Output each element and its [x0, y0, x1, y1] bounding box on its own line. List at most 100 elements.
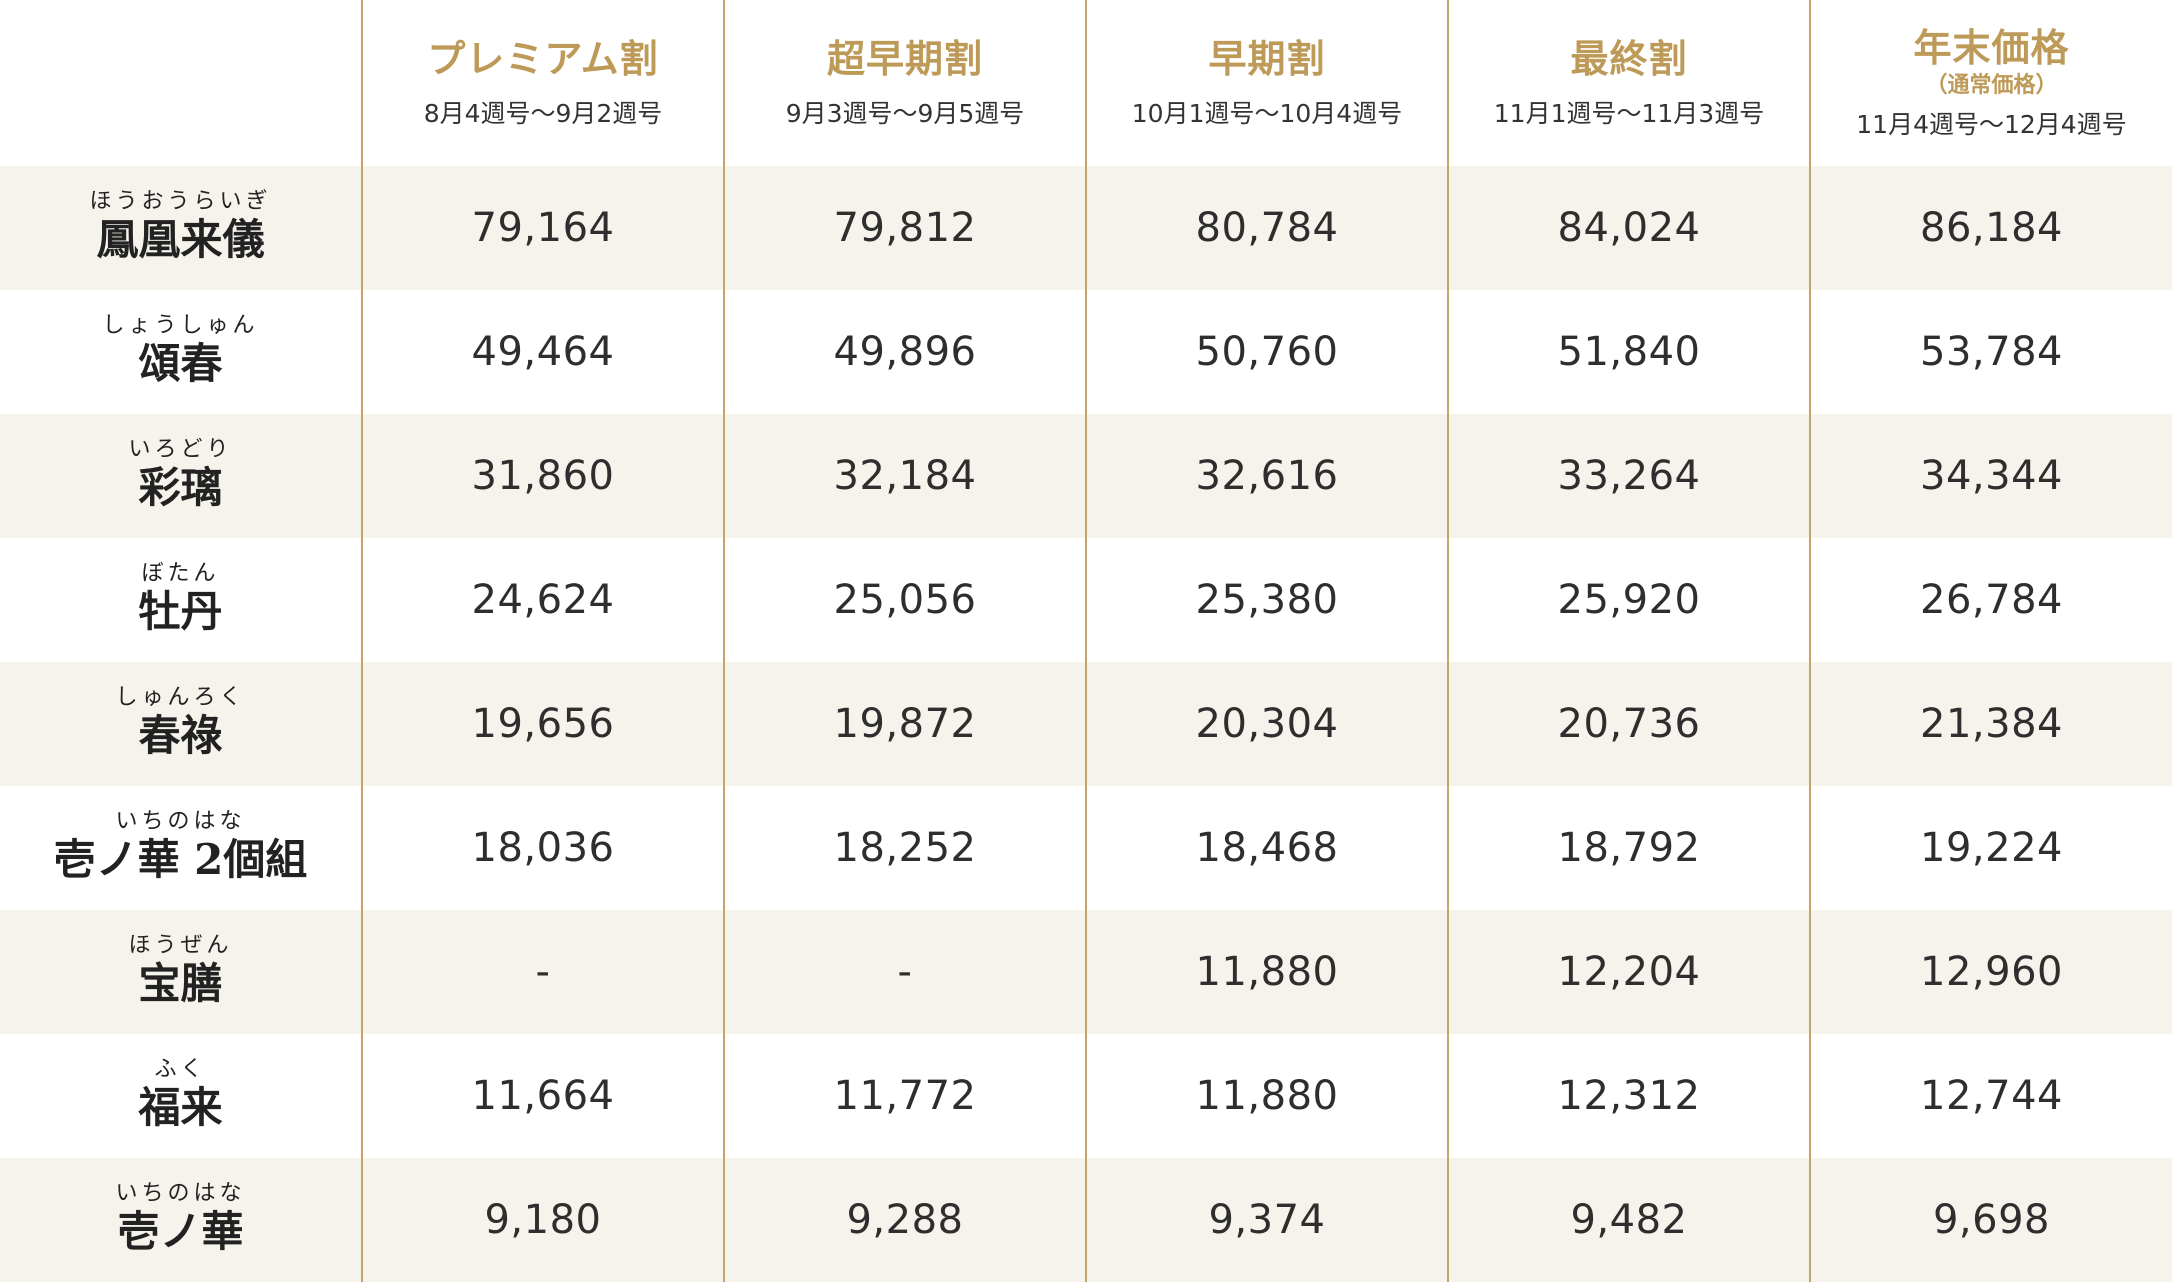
price-value: 19,872 — [833, 701, 977, 747]
price-cell: 11,664 — [361, 1034, 723, 1158]
price-cell: 11,880 — [1085, 910, 1447, 1034]
price-value: 18,252 — [833, 825, 977, 871]
column-title: 年末価格 — [1913, 25, 2070, 71]
price-value: 21,384 — [1920, 701, 2063, 747]
column-period: 9月3週号〜9月5週号 — [785, 98, 1025, 128]
product-name: 壱ノ華 — [117, 1206, 244, 1256]
price-cell: 51,840 — [1447, 290, 1809, 414]
price-value: 11,772 — [833, 1073, 977, 1119]
price-value: 11,880 — [1195, 949, 1339, 995]
price-value: 34,344 — [1920, 453, 2063, 499]
column-period: 11月1週号〜11月3週号 — [1493, 98, 1765, 128]
price-value: 25,380 — [1195, 577, 1339, 623]
product-name-cell: ぼたん 牡丹 — [0, 538, 361, 662]
price-value: 80,784 — [1195, 205, 1339, 251]
product-name: 彩璃 — [138, 462, 223, 512]
price-value: 51,840 — [1557, 329, 1701, 375]
price-value: 9,180 — [484, 1197, 602, 1243]
product-ruby: ほうおうらいぎ — [89, 188, 272, 214]
column-period: 11月4週号〜12月4週号 — [1856, 109, 2127, 139]
price-value: 18,792 — [1557, 825, 1701, 871]
product-ruby: ふく — [154, 1056, 207, 1082]
product-name-cell: いろどり 彩璃 — [0, 414, 361, 538]
price-cell: 19,224 — [1809, 786, 2172, 910]
header-cell-super-early: 超早期割 9月3週号〜9月5週号 — [723, 0, 1085, 166]
price-value: 25,056 — [833, 577, 977, 623]
price-value: 12,960 — [1920, 949, 2063, 995]
price-cell: 18,792 — [1447, 786, 1809, 910]
price-cell: 12,204 — [1447, 910, 1809, 1034]
product-name: 福来 — [138, 1082, 223, 1132]
product-ruby: しょうしゅん — [102, 312, 259, 338]
price-cell: 26,784 — [1809, 538, 2172, 662]
product-name: 牡丹 — [138, 586, 223, 636]
header-cell-premium: プレミアム割 8月4週号〜9月2週号 — [361, 0, 723, 166]
product-ruby: いちのはな — [115, 1180, 246, 1206]
column-period: 10月1週号〜10月4週号 — [1131, 98, 1403, 128]
price-cell: 12,960 — [1809, 910, 2172, 1034]
product-ruby: しゅんろく — [115, 684, 246, 710]
price-cell: 9,482 — [1447, 1158, 1809, 1282]
product-name-cell: ふく 福来 — [0, 1034, 361, 1158]
product-name: 春祿 — [138, 710, 223, 760]
price-cell: 50,760 — [1085, 290, 1447, 414]
table-row: ほうおうらいぎ 鳳凰来儀 79,164 79,812 80,784 84,024 86,18… — [0, 166, 2172, 290]
price-value: - — [897, 949, 913, 995]
price-cell: 21,384 — [1809, 662, 2172, 786]
price-value: 11,664 — [471, 1073, 615, 1119]
price-cell: 32,184 — [723, 414, 1085, 538]
price-cell: 18,036 — [361, 786, 723, 910]
price-cell: 84,024 — [1447, 166, 1809, 290]
price-cell: 24,624 — [361, 538, 723, 662]
table-row: いちのはな 壱ノ華 9,180 9,288 9,374 9,482 9,698 — [0, 1158, 2172, 1282]
product-name: 鳳凰来儀 — [96, 214, 265, 264]
column-period: 8月4週号〜9月2週号 — [423, 98, 663, 128]
table-header: プレミアム割 8月4週号〜9月2週号 超早期割 9月3週号〜9月5週号 早期割 … — [0, 0, 2172, 166]
column-title: 早期割 — [1208, 36, 1326, 82]
table-row: ほうぜん 宝膳 - - 11,880 12,204 12,960 — [0, 910, 2172, 1034]
table-body: ほうおうらいぎ 鳳凰来儀 79,164 79,812 80,784 84,024 86,18… — [0, 166, 2172, 1282]
price-cell: 11,772 — [723, 1034, 1085, 1158]
price-value: 24,624 — [471, 577, 615, 623]
price-cell: 18,468 — [1085, 786, 1447, 910]
price-cell: 12,312 — [1447, 1034, 1809, 1158]
price-value: 26,784 — [1920, 577, 2063, 623]
column-title: 最終割 — [1570, 36, 1688, 82]
price-cell: 33,264 — [1447, 414, 1809, 538]
price-value: 19,224 — [1920, 825, 2063, 871]
product-name-cell: いちのはな 壱ノ華 — [0, 1158, 361, 1282]
product-name: 壱ノ華 2個組 — [53, 834, 308, 884]
table-row: しゅんろく 春祿 19,656 19,872 20,304 20,736 21,384 — [0, 662, 2172, 786]
price-value: 18,468 — [1195, 825, 1339, 871]
product-ruby: いろどり — [128, 436, 233, 462]
price-cell: 12,744 — [1809, 1034, 2172, 1158]
price-cell: 31,860 — [361, 414, 723, 538]
price-cell: 79,812 — [723, 166, 1085, 290]
price-value: 32,616 — [1195, 453, 1339, 499]
price-cell: - — [723, 910, 1085, 1034]
price-cell: 19,656 — [361, 662, 723, 786]
product-name-cell: しゅんろく 春祿 — [0, 662, 361, 786]
price-value: 86,184 — [1920, 205, 2063, 251]
price-cell: 79,164 — [361, 166, 723, 290]
price-value: 53,784 — [1920, 329, 2063, 375]
price-cell: 9,698 — [1809, 1158, 2172, 1282]
price-cell: 49,896 — [723, 290, 1085, 414]
price-value: 9,698 — [1932, 1197, 2050, 1243]
column-title: 超早期割 — [826, 36, 983, 82]
price-value: - — [535, 949, 551, 995]
price-cell: - — [361, 910, 723, 1034]
price-value: 31,860 — [471, 453, 615, 499]
price-cell: 86,184 — [1809, 166, 2172, 290]
price-value: 11,880 — [1195, 1073, 1339, 1119]
product-ruby: ほうぜん — [128, 932, 233, 958]
price-cell: 18,252 — [723, 786, 1085, 910]
price-value: 9,288 — [846, 1197, 964, 1243]
price-value: 9,482 — [1570, 1197, 1688, 1243]
table-row: ふく 福来 11,664 11,772 11,880 12,312 12,744 — [0, 1034, 2172, 1158]
price-cell: 19,872 — [723, 662, 1085, 786]
price-value: 19,656 — [471, 701, 615, 747]
price-value: 49,464 — [471, 329, 615, 375]
price-cell: 20,304 — [1085, 662, 1447, 786]
price-value: 20,304 — [1195, 701, 1339, 747]
